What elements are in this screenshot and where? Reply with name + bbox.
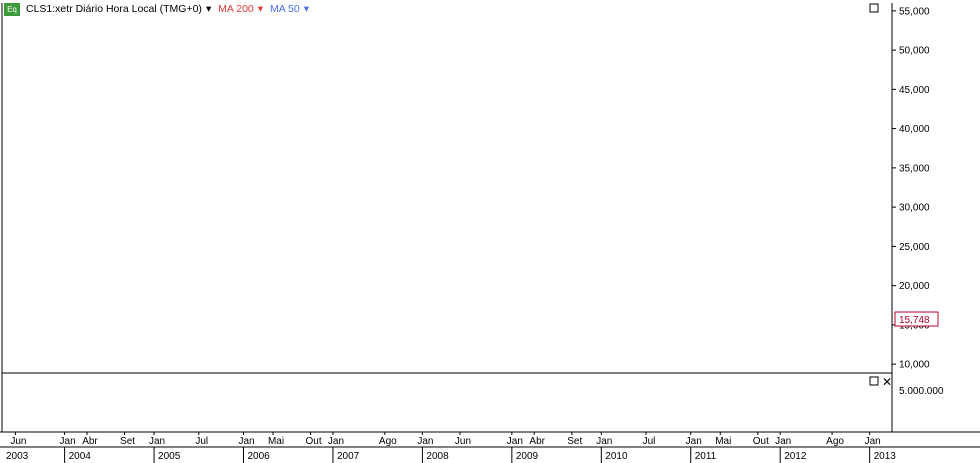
- equity-badge: Eq: [4, 3, 20, 16]
- x-year-label: 2013: [874, 451, 897, 462]
- y-tick-label: 10,000: [899, 360, 930, 371]
- x-month-label: Jan: [328, 436, 344, 447]
- x-month-label: Jan: [417, 436, 433, 447]
- x-month-label: Abr: [82, 436, 98, 447]
- x-month-label: Set: [567, 436, 582, 447]
- x-month-label: Abr: [529, 436, 545, 447]
- x-year-label: 2010: [605, 451, 628, 462]
- x-year-label: 2008: [426, 451, 449, 462]
- y-tick-label: 55,000: [899, 6, 930, 17]
- x-month-label: Set: [120, 436, 135, 447]
- x-month-label: Mai: [715, 436, 731, 447]
- x-month-label: Jan: [60, 436, 76, 447]
- x-year-label: 2007: [337, 451, 360, 462]
- symbol-label[interactable]: CLS1:xetr Diário Hora Local (TMG+0): [26, 3, 202, 15]
- y-tick-label: 40,000: [899, 124, 930, 135]
- x-month-label: Jan: [865, 436, 881, 447]
- x-month-label: Ago: [379, 436, 397, 447]
- y-tick-label: 25,000: [899, 242, 930, 253]
- y-tick-label: 30,000: [899, 203, 930, 214]
- x-month-label: Jun: [10, 436, 26, 447]
- ma200-dropdown-icon[interactable]: ▾: [257, 3, 264, 15]
- ma50-label[interactable]: MA 50: [269, 3, 300, 15]
- x-month-label: Jan: [507, 436, 523, 447]
- x-month-label: Jan: [238, 436, 254, 447]
- last-price-box: [894, 311, 939, 327]
- x-year-label: 2003: [6, 451, 29, 462]
- x-month-label: Mai: [268, 436, 284, 447]
- symbol-dropdown-icon[interactable]: ▾: [205, 3, 212, 15]
- x-month-label: Out: [306, 436, 322, 447]
- x-month-label: Jan: [686, 436, 702, 447]
- last-price-label: 15,748: [899, 315, 930, 326]
- x-month-label: Jul: [643, 436, 656, 447]
- maximize-volume-icon: [869, 376, 879, 386]
- x-month-label: Jan: [149, 436, 165, 447]
- maximize-price-icon: [869, 3, 879, 13]
- x-month-label: Jul: [195, 436, 208, 447]
- x-year-label: 2006: [248, 451, 271, 462]
- x-month-label: Jun: [455, 436, 471, 447]
- chart-legend: CLS1:xetr Diário Hora Local (TMG+0) ▾ MA …: [26, 3, 313, 15]
- x-month-label: Ago: [826, 436, 844, 447]
- x-year-label: 2009: [516, 451, 539, 462]
- x-year-label: 2012: [784, 451, 807, 462]
- ma200-label[interactable]: MA 200: [218, 3, 254, 15]
- y-tick-label: 35,000: [899, 163, 930, 174]
- y-tick-label: 50,000: [899, 46, 930, 57]
- y-tick-label: 45,000: [899, 85, 930, 96]
- x-month-label: Jan: [775, 436, 791, 447]
- price-y-axis: 10,00015,00020,00025,00030,00035,00040,0…: [892, 6, 944, 397]
- time-x-axis: Jun Jan Abr Set Jan Jul Jan Mai Out Jan Ago Jan Jun J…: [6, 432, 897, 463]
- x-year-label: 2005: [158, 451, 181, 462]
- volume-y-tick-label: 5.000.000: [899, 386, 944, 397]
- close-volume-icon: ✕: [882, 375, 892, 389]
- x-month-label: Out: [753, 436, 769, 447]
- y-tick-label: 20,000: [899, 281, 930, 292]
- x-year-label: 2011: [695, 451, 717, 462]
- x-month-label: Jan: [596, 436, 612, 447]
- ma50-dropdown-icon[interactable]: ▾: [303, 3, 310, 15]
- x-year-label: 2004: [69, 451, 92, 462]
